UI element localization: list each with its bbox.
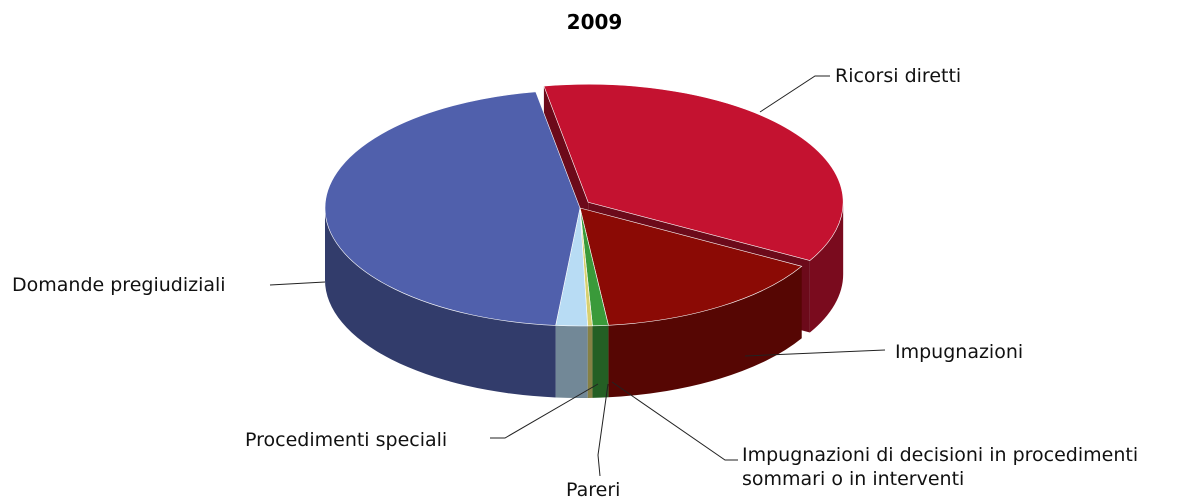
leader-line [759, 75, 830, 113]
leader-line [744, 349, 886, 357]
slice-label: Ricorsi diretti [835, 65, 962, 87]
slice-group [555, 207, 588, 398]
leader-line [597, 383, 609, 477]
slice-label: Impugnazioni [895, 341, 1024, 363]
slice-group [579, 207, 803, 398]
slice [579, 207, 803, 326]
slice-side [809, 202, 844, 333]
slice [543, 83, 844, 261]
chart-title: 2009 [566, 10, 623, 34]
leader-line [490, 383, 599, 439]
slice-side [555, 325, 588, 398]
slice-side [325, 208, 556, 398]
slice-label: Procedimenti speciali [245, 429, 448, 451]
slice-label: Impugnazioni di decisioni in procediment… [742, 444, 1139, 490]
slice [324, 91, 581, 326]
slice-side [608, 266, 802, 398]
slice-side [587, 325, 593, 398]
slice-label: Domande pregiudiziali [12, 274, 226, 296]
slice-group [579, 207, 609, 398]
slice-label: Pareri [566, 479, 621, 497]
slice-side [592, 325, 609, 398]
leader-line [269, 281, 326, 286]
leader-line [611, 381, 738, 461]
slice-group [324, 91, 581, 398]
